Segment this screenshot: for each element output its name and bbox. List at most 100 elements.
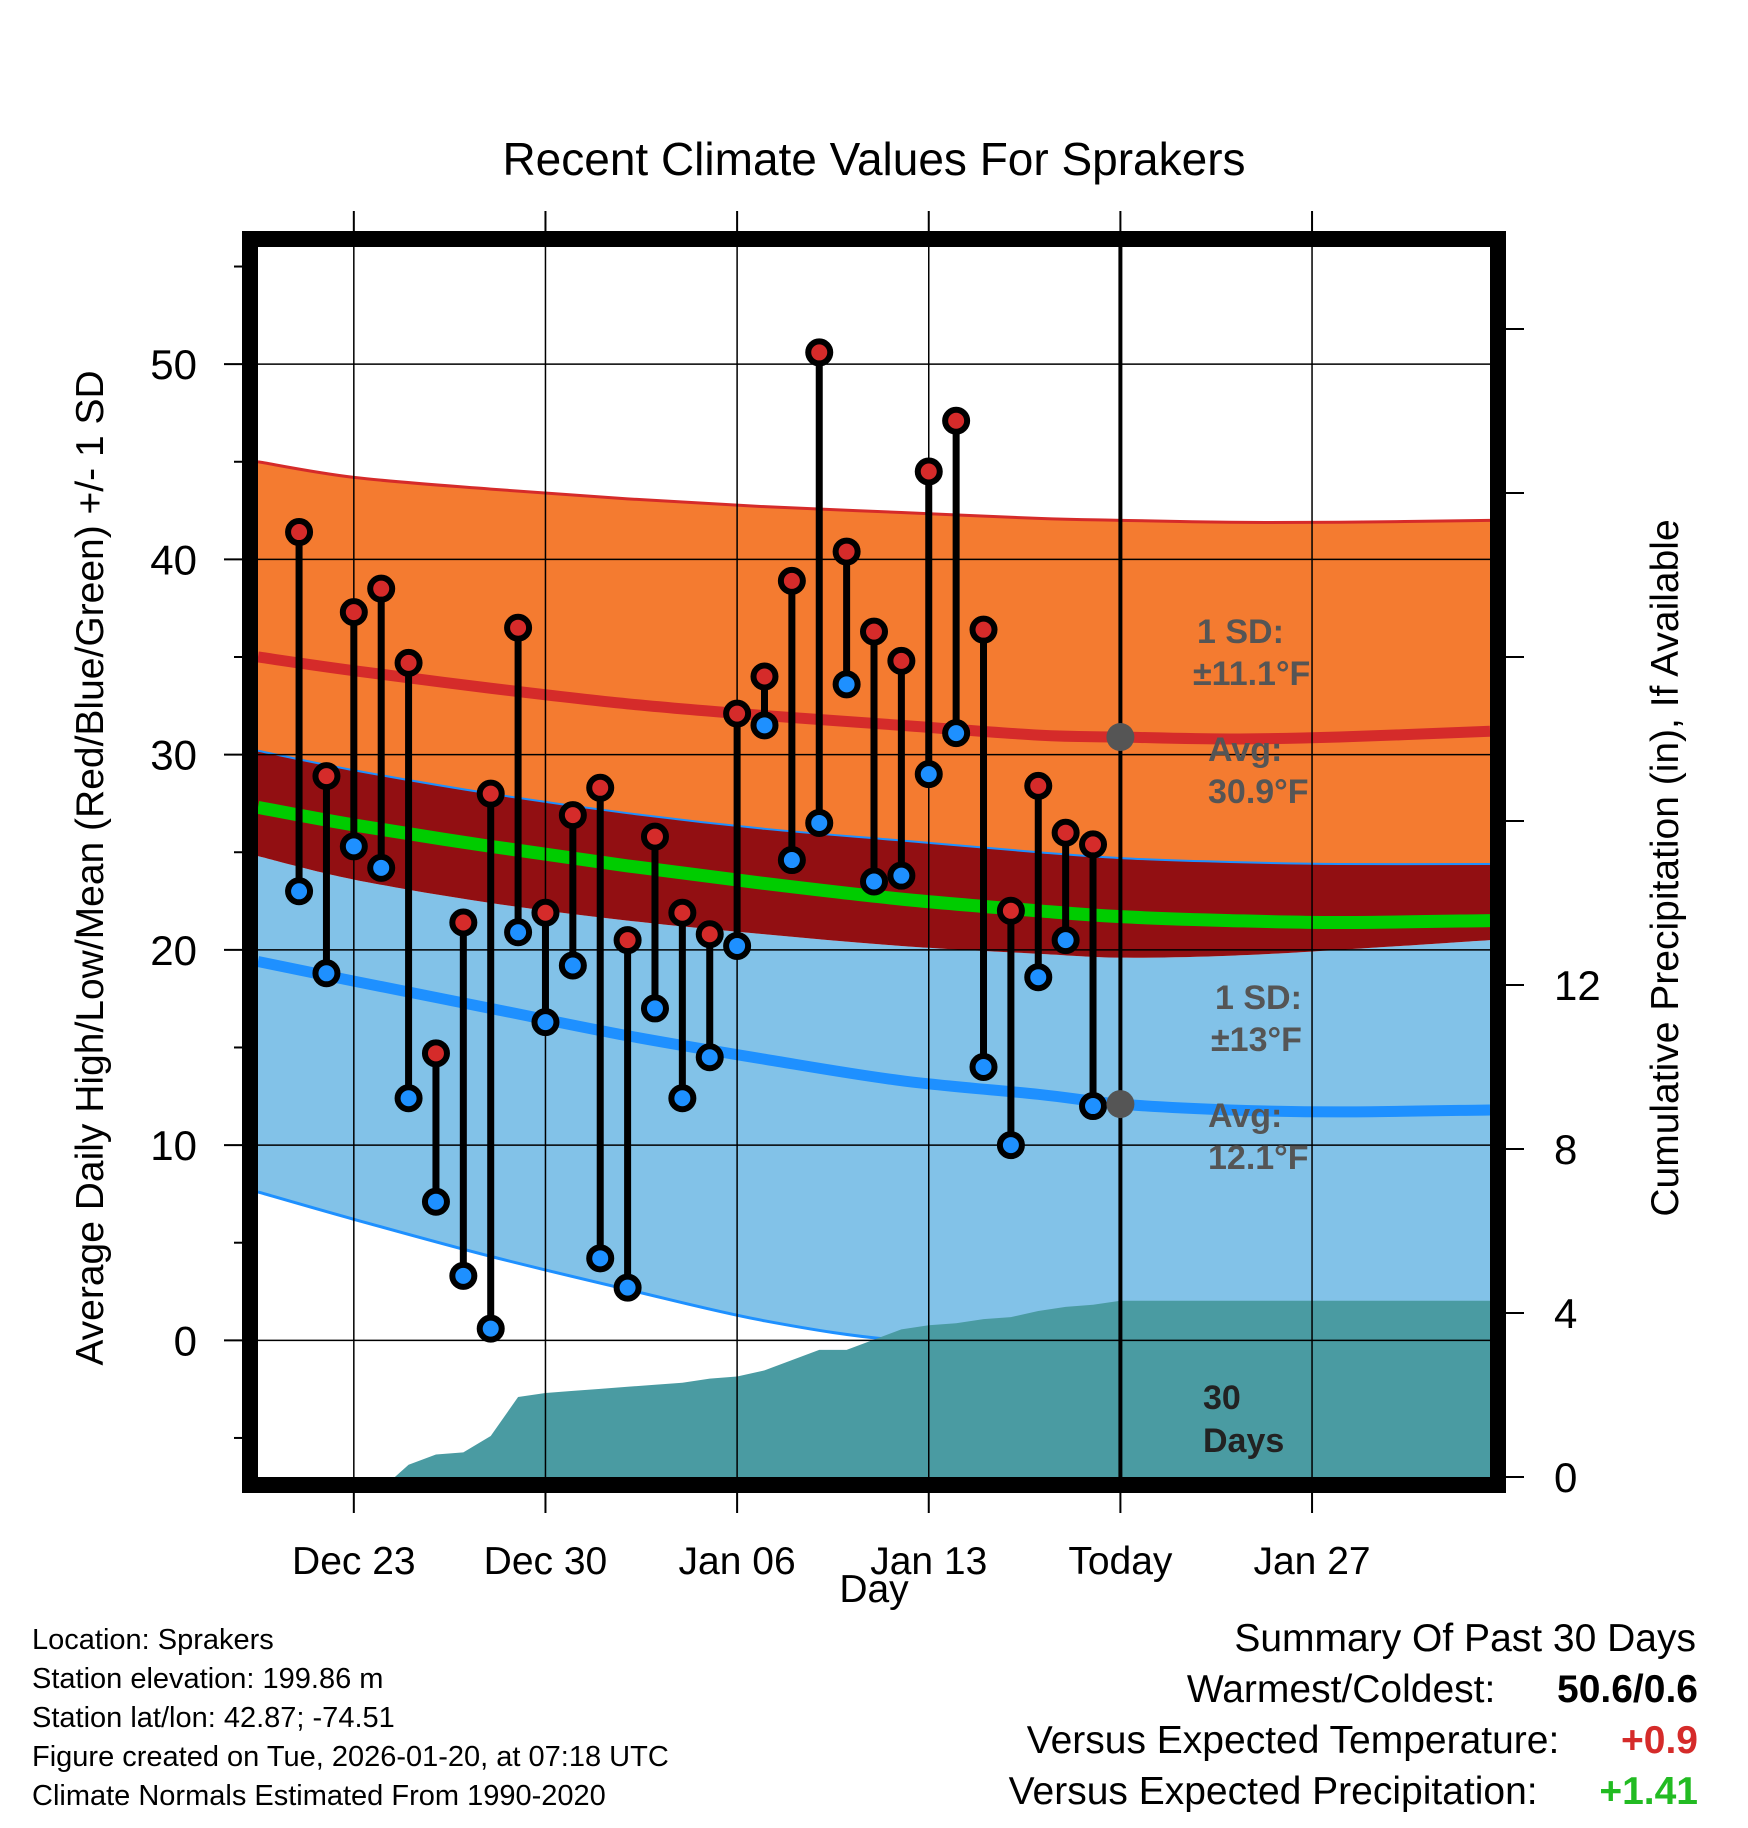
high-point (832, 537, 861, 566)
high-point (586, 773, 615, 802)
y-tick-label: 50 (150, 341, 197, 388)
low-point (1024, 963, 1053, 992)
high-point (914, 457, 943, 486)
summary-warm-cold-value: 50.6/0.6 (1557, 1668, 1698, 1711)
low-point (1051, 926, 1080, 955)
low-point (449, 1261, 478, 1290)
summary-warm-cold-row: Warmest/Coldest: 50.6/0.6 (1187, 1668, 1698, 1712)
low-point (367, 853, 396, 882)
high-point (1079, 830, 1108, 859)
low-point (531, 1008, 560, 1037)
plot-frame (242, 231, 1506, 1493)
low-point (613, 1273, 642, 1302)
summary-precip-value: +1.41 (1599, 1770, 1698, 1813)
footer-latlon: Station lat/lon: 42.87; -74.51 (32, 1702, 395, 1734)
summary-temp-row: Versus Expected Temperature: +0.9 (1027, 1719, 1698, 1763)
high-point (367, 574, 396, 603)
low-point (312, 959, 341, 988)
y2-tick-label: 8 (1554, 1126, 1577, 1173)
x-tick-label: Dec 23 (292, 1540, 416, 1583)
low-point (914, 760, 943, 789)
high-point (449, 908, 478, 937)
today-high-avg-marker (1106, 723, 1135, 752)
summary-precip-row: Versus Expected Precipitation: +1.41 (1009, 1770, 1698, 1814)
today-days-number: 30 (1203, 1379, 1241, 1417)
high-point (558, 801, 587, 830)
low-point (860, 867, 888, 896)
high-point (969, 615, 998, 644)
footer-location: Location: Sprakers (32, 1624, 274, 1656)
high-sd-upper-line (258, 460, 1490, 525)
low-point (285, 877, 314, 906)
high-sd-label: 1 SD: (1197, 613, 1284, 651)
high-point (668, 898, 697, 927)
high-point (942, 406, 971, 435)
low-point (750, 711, 779, 740)
high-point (421, 1039, 450, 1068)
low-avg-label: Avg: (1208, 1097, 1283, 1135)
high-point (1051, 818, 1080, 847)
summary-precip-label: Versus Expected Precipitation: (1008, 1770, 1538, 1813)
low-point (421, 1187, 450, 1216)
y2-tick-label: 4 (1554, 1290, 1577, 1337)
high-point (860, 617, 888, 646)
high-point (640, 822, 669, 851)
low-point (695, 1043, 724, 1072)
low-avg-value: 12.1°F (1208, 1139, 1309, 1177)
low-point (668, 1084, 697, 1113)
y2-axis-label: Cumulative Precipitation (in), If Availa… (1644, 519, 1687, 1217)
normal-mean-line (258, 800, 1490, 930)
high-point (312, 762, 341, 791)
today-days-word: Days (1203, 1422, 1285, 1460)
high-point (285, 518, 314, 547)
low-point (640, 994, 669, 1023)
x-tick-label: Dec 30 (484, 1540, 608, 1583)
low-point (558, 951, 587, 980)
low-point (832, 670, 861, 699)
high-point (394, 648, 423, 677)
high-point (805, 338, 834, 367)
summary-warm-cold-label: Warmest/Coldest: (1186, 1668, 1496, 1711)
high-avg-value: 30.9°F (1208, 773, 1309, 811)
low-sd-label: 1 SD: (1215, 979, 1302, 1017)
low-point (777, 846, 806, 875)
low-point (723, 931, 752, 960)
chart-axes: 0 10 20 30 40 50 0 4 8 12 Dec 23 Dec 30 Jan 06 Jan 13… (150, 211, 1601, 1583)
low-point (942, 719, 971, 748)
high-point (476, 779, 505, 808)
low-point (339, 832, 368, 861)
x-tick-label: Today (1068, 1540, 1173, 1583)
high-point (613, 926, 642, 955)
today-low-avg-marker (1106, 1090, 1135, 1119)
x-axis-label: Day (839, 1568, 909, 1611)
low-point (996, 1131, 1025, 1160)
high-point (339, 598, 368, 627)
y2-tick-label: 0 (1554, 1454, 1577, 1501)
high-point (504, 613, 533, 642)
y-tick-label: 20 (150, 927, 197, 974)
x-tick-label: Jan 13 (870, 1540, 987, 1583)
high-point (695, 920, 724, 949)
y-tick-label: 0 (174, 1317, 197, 1364)
chart-title: Recent Climate Values For Sprakers (502, 133, 1246, 185)
high-point (996, 896, 1025, 925)
low-point (887, 861, 916, 890)
low-point (805, 808, 834, 837)
y-tick-label: 40 (150, 536, 197, 583)
low-sd-value: ±13°F (1211, 1021, 1302, 1059)
summary-title: Summary Of Past 30 Days (1234, 1617, 1696, 1660)
low-point (969, 1053, 998, 1081)
high-point (531, 898, 560, 927)
x-tick-label: Jan 27 (1253, 1540, 1370, 1583)
y-axis-label: Average Daily High/Low/Mean (Red/Blue/Gr… (69, 370, 112, 1366)
summary-temp-value: +0.9 (1621, 1719, 1698, 1762)
precip-area (394, 1300, 1490, 1477)
high-point (1024, 771, 1053, 800)
footer-normals: Climate Normals Estimated From 1990-2020 (32, 1780, 606, 1812)
low-point (1079, 1092, 1108, 1121)
low-point (476, 1314, 505, 1343)
high-point (777, 566, 806, 595)
high-point (750, 662, 779, 691)
high-sd-value: ±11.1°F (1193, 655, 1311, 693)
